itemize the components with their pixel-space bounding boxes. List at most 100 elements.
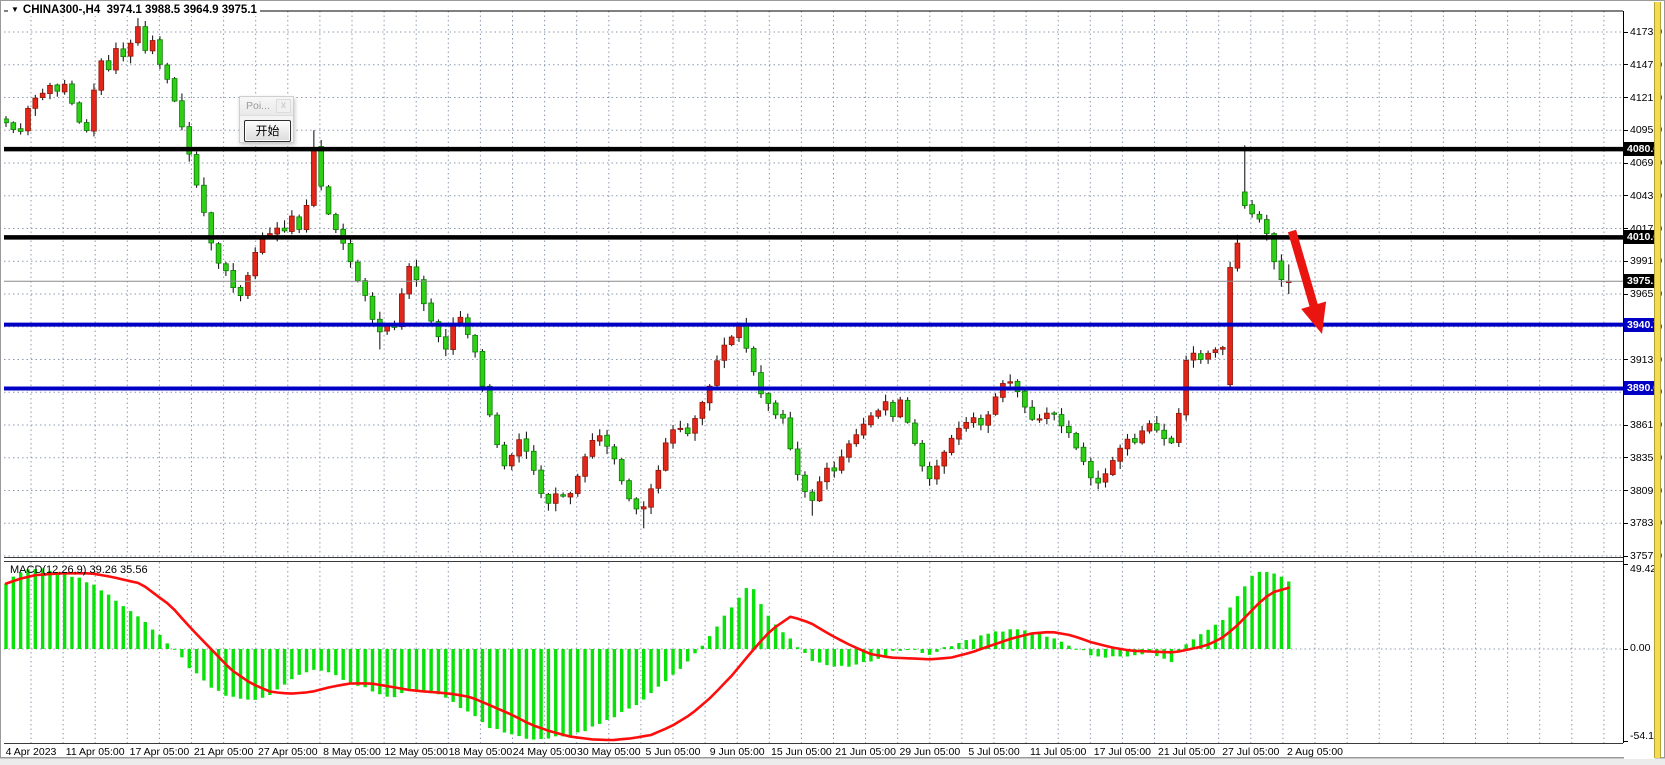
- horizontal-lines-layer[interactable]: [4, 146, 1623, 391]
- time-axis-label: 9 Jun 05:00: [709, 746, 765, 758]
- time-axis-label: 8 May 05:00: [323, 746, 381, 758]
- time-axis-label: 27 Jul 05:00: [1222, 746, 1280, 758]
- candle: [1110, 456, 1116, 477]
- down-arrow-annotation[interactable]: [1287, 229, 1327, 334]
- time-axis-label: 24 May 05:00: [512, 746, 577, 758]
- price-axis[interactable]: 4173.0 4147.0 4121.0 4095.0 4069.0 4043.0 4017…: [1624, 1, 1662, 759]
- candle: [252, 247, 259, 280]
- time-axis-label: 21 Apr 05:00: [193, 746, 254, 758]
- ohlc-values: 3974.1 3988.5 3964.9 3975.1: [106, 4, 257, 16]
- price-level-badge: 4080.0: [1624, 142, 1659, 157]
- time-axis-label: 21 Jun 05:00: [835, 746, 896, 758]
- candle: [838, 449, 845, 474]
- candle: [1234, 234, 1241, 272]
- main-chart-svg: [3, 10, 1623, 557]
- candle: [69, 80, 75, 106]
- candle: [208, 211, 215, 251]
- candle: [750, 346, 757, 376]
- price-level-badge: 4010.0: [1624, 230, 1659, 245]
- time-axis-label: 2 Aug 05:00: [1286, 746, 1344, 758]
- candle: [846, 440, 852, 463]
- candle: [1044, 407, 1050, 425]
- candle: [296, 214, 302, 234]
- time-axis-label: 4 Apr 2023: [5, 746, 57, 758]
- candle: [494, 412, 500, 449]
- right-edge-strip: [1654, 2, 1661, 758]
- price-axis-tick: [1624, 293, 1628, 295]
- grid-layer: [4, 11, 1623, 557]
- popup-titlebar[interactable]: Poi... x: [240, 97, 293, 116]
- candle: [171, 76, 178, 103]
- popup-window: Poi... x 开始: [239, 96, 294, 143]
- price-axis-tick: [1624, 31, 1628, 33]
- candle: [1161, 423, 1167, 446]
- time-axis-label: 30 May 05:00: [576, 746, 641, 758]
- time-axis-label: 29 Jun 05:00: [899, 746, 961, 758]
- start-button[interactable]: 开始: [244, 120, 291, 142]
- candle: [589, 433, 596, 459]
- time-axis-border: [4, 743, 1623, 744]
- candle: [699, 400, 706, 425]
- candle: [721, 337, 728, 369]
- candle: [1241, 145, 1248, 209]
- time-axis[interactable]: 4 Apr 2023 11 Apr 05:00 17 Apr 05:00 21 Apr…: [4, 745, 1654, 759]
- candle: [985, 411, 992, 433]
- candle: [890, 399, 896, 422]
- candle: [897, 396, 904, 419]
- price-axis-tick: [1624, 162, 1628, 164]
- candle: [223, 261, 229, 276]
- price-axis-tick: [1624, 457, 1628, 459]
- candle: [875, 408, 882, 419]
- candle: [545, 492, 552, 511]
- candle: [677, 420, 684, 433]
- time-axis-label: 11 Apr 05:00: [65, 746, 125, 758]
- panel-separator[interactable]: [4, 557, 1623, 558]
- candle: [76, 101, 83, 124]
- candle: [670, 424, 676, 449]
- candle: [193, 151, 200, 188]
- candle: [61, 79, 68, 95]
- candle: [919, 440, 926, 472]
- candle: [142, 20, 149, 54]
- time-axis-label: 15 Jun 05:00: [771, 746, 832, 758]
- macd-svg: [4, 562, 1623, 743]
- candle: [311, 130, 317, 208]
- candle: [824, 462, 830, 490]
- price-chart[interactable]: [3, 3, 1623, 558]
- candle: [3, 116, 9, 127]
- chevron-down-icon[interactable]: ▼: [11, 5, 19, 14]
- close-icon[interactable]: x: [276, 99, 291, 113]
- time-axis-label: 5 Jun 05:00: [645, 746, 701, 758]
- candle: [230, 263, 237, 293]
- candle: [289, 210, 295, 235]
- macd-indicator-label: MACD(12,26,9) 39.26 35.56: [10, 564, 148, 576]
- price-axis-tick: [1624, 522, 1628, 524]
- panel-separator[interactable]: [4, 561, 1623, 562]
- candle: [765, 392, 772, 411]
- candle: [1029, 400, 1036, 421]
- candle: [186, 121, 193, 162]
- candle: [1102, 468, 1109, 488]
- candle: [831, 461, 838, 478]
- candle: [215, 242, 222, 269]
- candle: [501, 441, 508, 470]
- candle: [992, 393, 999, 416]
- candle: [237, 285, 244, 302]
- macd-axis-label: -54.17: [1630, 730, 1660, 742]
- candle: [1190, 346, 1197, 368]
- candle: [1036, 414, 1043, 423]
- symbol-period-label: CHINA300-,H4: [22, 4, 101, 16]
- candle: [1000, 380, 1006, 403]
- candle: [633, 497, 640, 515]
- candle: [970, 412, 977, 428]
- candle: [780, 409, 786, 424]
- candle: [325, 185, 332, 216]
- candle: [428, 298, 434, 324]
- candle: [640, 501, 647, 529]
- candle: [934, 459, 940, 485]
- macd-chart[interactable]: [4, 562, 1623, 743]
- candle: [303, 199, 310, 233]
- candle: [802, 471, 808, 498]
- candle: [1066, 420, 1072, 438]
